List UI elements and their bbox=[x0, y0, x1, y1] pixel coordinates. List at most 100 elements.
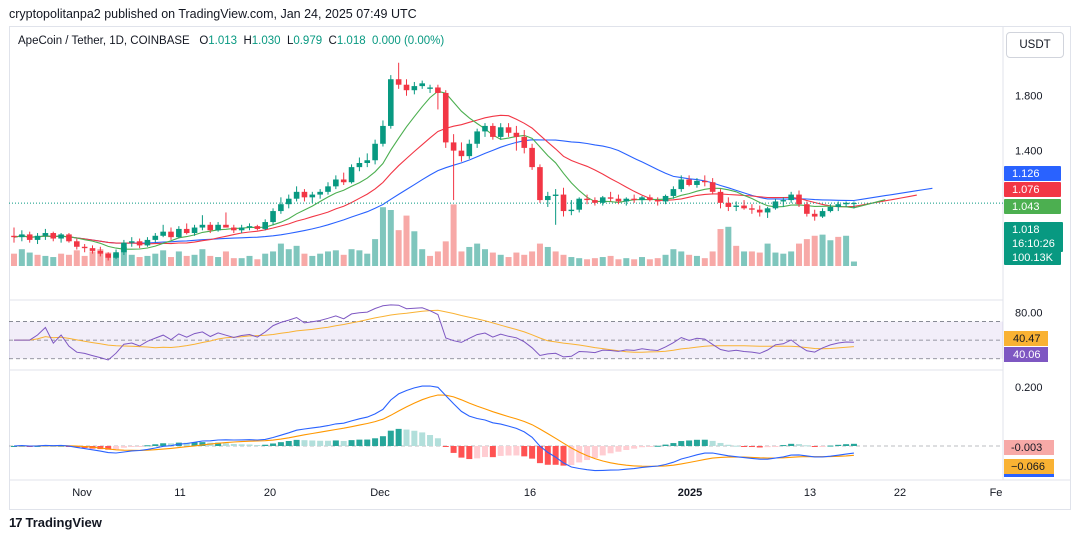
brand-label: TradingView bbox=[25, 515, 102, 530]
macd-histogram-bar bbox=[788, 443, 795, 446]
macd-histogram-bar bbox=[741, 446, 748, 447]
candle-body bbox=[568, 209, 575, 212]
macd-histogram-bar bbox=[576, 446, 583, 463]
candle-body bbox=[356, 163, 363, 168]
volume-bar bbox=[835, 236, 842, 266]
candle-body bbox=[552, 194, 559, 196]
candle-body bbox=[796, 194, 802, 205]
macd-histogram-bar bbox=[529, 446, 536, 459]
candle-body bbox=[623, 198, 630, 202]
macd-histogram-bar bbox=[639, 446, 645, 448]
candle-body bbox=[144, 239, 151, 246]
candle-body bbox=[152, 235, 159, 240]
candle-body bbox=[26, 234, 33, 240]
rsi-line bbox=[14, 304, 854, 361]
macd-histogram-bar bbox=[552, 446, 559, 465]
macd-histogram-bar bbox=[348, 440, 355, 446]
candle-body bbox=[804, 204, 810, 214]
macd-histogram-bar bbox=[458, 446, 465, 458]
volume-bar bbox=[544, 246, 551, 266]
rsi-badge-label: 40.06 bbox=[1013, 349, 1041, 361]
volume-bar bbox=[81, 255, 88, 266]
volume-bar bbox=[741, 251, 748, 266]
macd-histogram-bar bbox=[144, 445, 151, 447]
candle-body bbox=[756, 209, 763, 213]
candle-body bbox=[113, 252, 119, 258]
volume-bar bbox=[646, 259, 653, 266]
macd-histogram-bar bbox=[215, 442, 222, 446]
candle-body bbox=[505, 127, 512, 133]
publish-info: cryptopolitanpa2 published on TradingVie… bbox=[9, 7, 417, 21]
price-badge bbox=[1004, 166, 1061, 181]
macd-histogram-bar bbox=[317, 440, 324, 446]
currency-button[interactable]: USDT bbox=[1006, 32, 1064, 58]
macd-histogram-bar bbox=[442, 446, 449, 447]
volume-bar bbox=[191, 254, 198, 266]
candle-body bbox=[780, 200, 787, 202]
tradingview-logo-icon[interactable]: 17 bbox=[9, 515, 23, 530]
volume-bar bbox=[497, 254, 504, 266]
volume-bar bbox=[73, 250, 80, 266]
volume-bar bbox=[654, 258, 661, 266]
candle-body bbox=[388, 79, 394, 126]
volume-bar bbox=[34, 254, 41, 266]
candle-body bbox=[560, 194, 567, 212]
volume-bar bbox=[427, 255, 434, 266]
macd-histogram-bar bbox=[136, 446, 143, 447]
volume-bar bbox=[434, 251, 441, 266]
volume-bar bbox=[568, 257, 575, 266]
candle-body bbox=[223, 224, 229, 228]
ma-mid-line bbox=[13, 114, 917, 245]
macd-histogram-bar bbox=[489, 446, 496, 458]
candle-body bbox=[254, 226, 261, 229]
volume-bar bbox=[458, 251, 465, 266]
candle-body bbox=[607, 197, 614, 199]
volume-bar bbox=[678, 251, 685, 266]
macd-histogram-bar bbox=[246, 444, 253, 446]
volume-bar bbox=[50, 257, 57, 266]
macd-histogram-bar bbox=[796, 444, 802, 446]
candle-body bbox=[74, 241, 80, 247]
macd-histogram-bar bbox=[827, 445, 834, 447]
macd-histogram-bar bbox=[403, 429, 410, 446]
macd-histogram-bar bbox=[701, 439, 708, 446]
volume-bar bbox=[285, 249, 292, 266]
volume-bar bbox=[65, 254, 72, 266]
time-tick-label: 22 bbox=[894, 487, 906, 499]
volume-bar bbox=[301, 253, 308, 266]
low-label: L bbox=[286, 35, 294, 47]
volume-bar bbox=[26, 252, 33, 266]
candle-body bbox=[811, 213, 818, 217]
candle-body bbox=[647, 197, 653, 201]
macd-histogram-bar bbox=[270, 443, 277, 446]
macd-histogram-bar bbox=[395, 428, 402, 446]
symbol-title[interactable]: ApeCoin / Tether, 1D, COINBASE bbox=[18, 35, 190, 47]
price-badge-label: 1.126 bbox=[1012, 168, 1040, 180]
macd-histogram-bar bbox=[466, 446, 473, 460]
candle-body bbox=[380, 125, 386, 144]
candle-body bbox=[427, 87, 433, 89]
candle-body bbox=[50, 233, 57, 239]
macd-histogram-bar bbox=[340, 440, 347, 446]
volume-bar bbox=[733, 245, 740, 266]
volume-bar bbox=[152, 253, 159, 266]
macd-histogram-bar bbox=[615, 446, 622, 452]
macd-badge-label: −0.066 bbox=[1011, 461, 1045, 473]
volume-bar bbox=[277, 243, 284, 266]
candle-body bbox=[395, 79, 402, 85]
candle-body bbox=[678, 179, 685, 190]
candle-body bbox=[592, 200, 598, 203]
candle-body bbox=[584, 198, 590, 201]
time-tick-label: Nov bbox=[72, 487, 92, 499]
volume-bar bbox=[136, 257, 143, 266]
volume-bar bbox=[11, 253, 17, 266]
volume-bar bbox=[850, 261, 857, 266]
volume-bar bbox=[450, 204, 457, 266]
price-tick-label: 1.800 bbox=[1015, 91, 1043, 103]
price-badge-label: 1.043 bbox=[1012, 201, 1040, 213]
macd-histogram-bar bbox=[764, 446, 771, 448]
candle-body bbox=[238, 227, 245, 231]
macd-histogram-bar bbox=[678, 441, 685, 446]
candle-body bbox=[576, 198, 582, 210]
